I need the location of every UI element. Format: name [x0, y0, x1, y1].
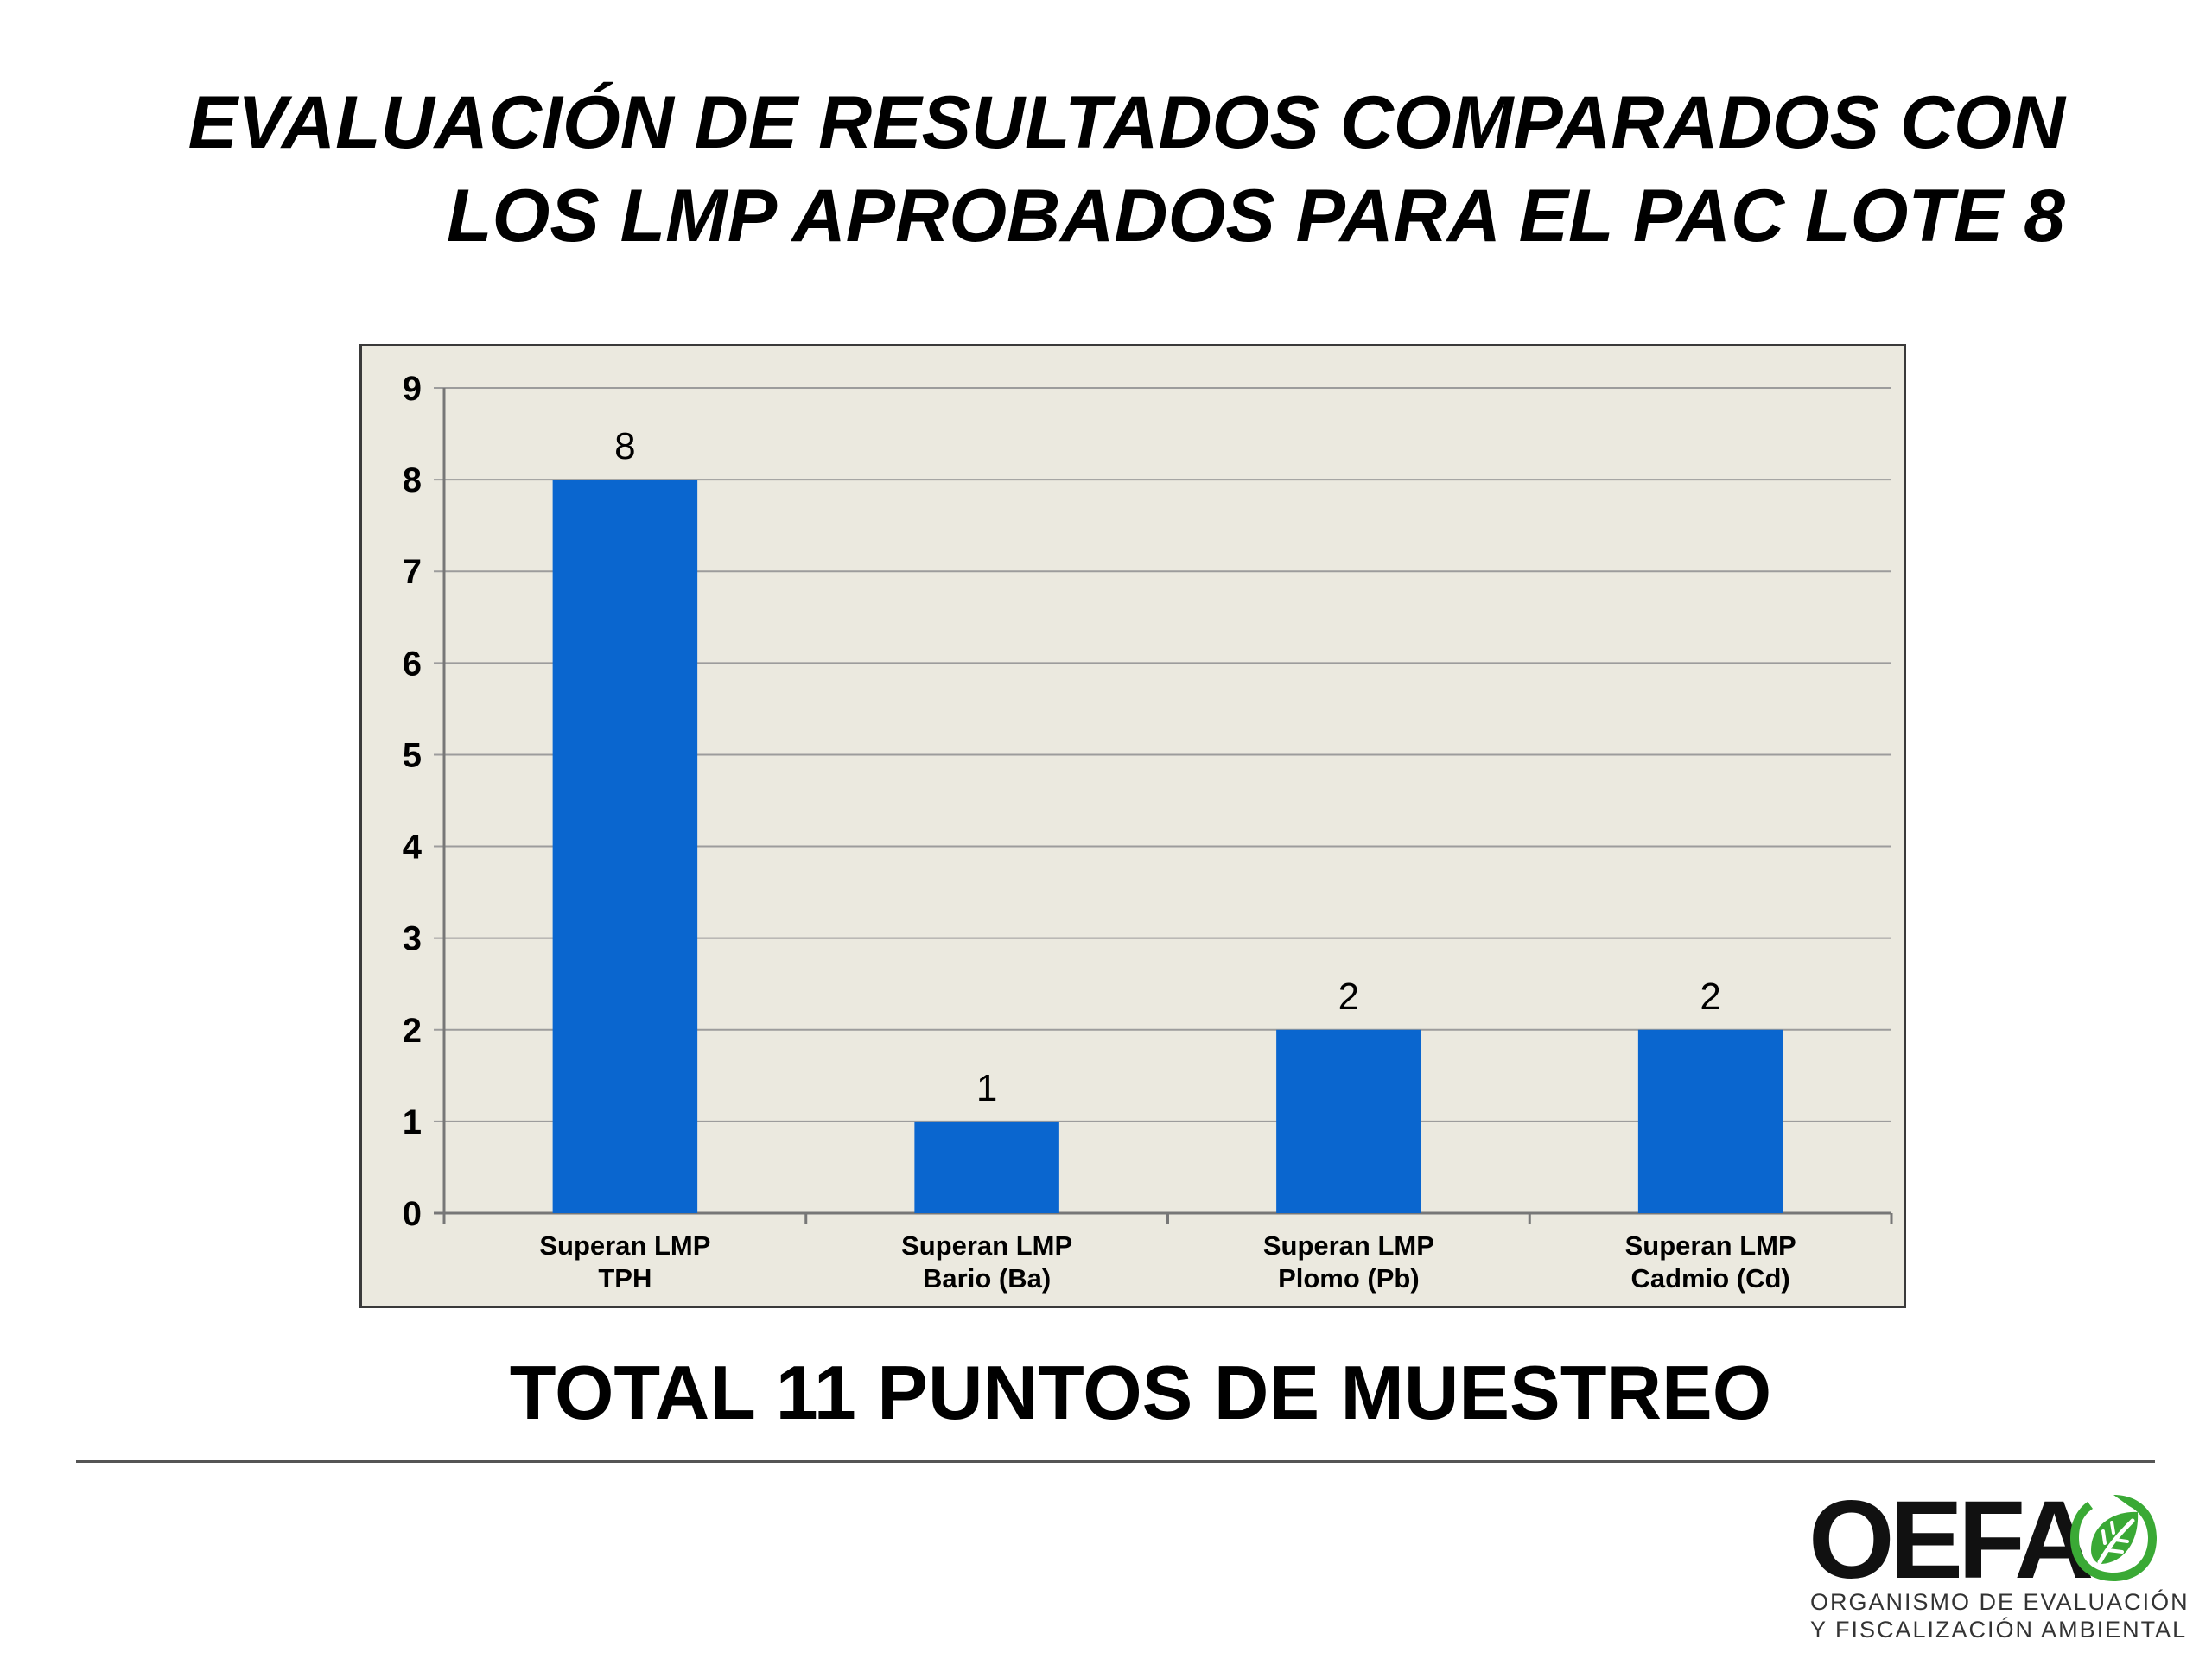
y-tick-label: 5: [403, 736, 422, 774]
y-tick-label: 0: [403, 1195, 422, 1233]
y-tick-label: 3: [403, 920, 422, 958]
bar: [1276, 1029, 1421, 1213]
bar-chart: 0 1 2 3 4 5 6 7 8 9 8 Superan LMP TPH 1 Superan LMP Bar…: [359, 344, 1906, 1308]
x-category-label-line: Bario (Ba): [923, 1263, 1051, 1294]
bar: [552, 480, 698, 1213]
logo-caption: ORGANISMO DE EVALUACIÓN Y FISCALIZACIÓN …: [1810, 1588, 2190, 1643]
logo-caption-line-2: Y FISCALIZACIÓN AMBIENTAL: [1810, 1617, 2188, 1643]
x-category-label: Superan LMP Cadmio (Cd): [1625, 1230, 1796, 1294]
bar-data-label: 8: [614, 425, 635, 467]
leaf-icon: [2070, 1495, 2157, 1581]
bar-data-label: 2: [1338, 976, 1359, 1018]
x-category-label: Superan LMP Bario (Ba): [901, 1230, 1072, 1294]
bar-data-label: 2: [1700, 976, 1720, 1018]
slide-title-line-1: EVALUACIÓN DE RESULTADOS COMPARADOS CON: [188, 81, 2065, 164]
x-category-label-line: Superan LMP: [1263, 1230, 1434, 1261]
logo-caption-line-1: ORGANISMO DE EVALUACIÓN: [1810, 1589, 2190, 1615]
y-tick-label: 9: [403, 370, 422, 408]
x-category-label-line: Superan LMP: [539, 1230, 710, 1261]
logo-wordmark: OEFA: [1808, 1478, 2094, 1602]
y-tick-label: 7: [403, 553, 422, 591]
oefa-logo: OEFA ORGANISMO DE EVALUACIÓN Y FISCALIZA…: [1802, 1478, 2188, 1649]
x-category-label-line: Cadmio (Cd): [1630, 1263, 1789, 1294]
sampling-total-text: TOTAL 11 PUNTOS DE MUESTREO: [509, 1350, 1772, 1435]
x-category-label: Superan LMP TPH: [539, 1230, 710, 1294]
y-tick-label: 8: [403, 461, 422, 499]
y-tick-label: 4: [403, 829, 423, 867]
bar-data-label: 1: [976, 1067, 997, 1109]
bar: [1637, 1029, 1783, 1213]
y-tick-label: 1: [403, 1103, 422, 1141]
x-category-label-line: TPH: [598, 1263, 652, 1294]
x-category-label: Superan LMP Plomo (Pb): [1263, 1230, 1434, 1294]
x-category-label-line: Superan LMP: [1625, 1230, 1796, 1261]
slide-title-line-2: LOS LMP APROBADOS PARA EL PAC LOTE 8: [446, 175, 2065, 257]
y-tick-label: 6: [403, 645, 422, 683]
y-tick-label: 2: [403, 1012, 422, 1050]
footer-divider: [76, 1460, 2155, 1463]
slide-title: EVALUACIÓN DE RESULTADOS COMPARADOS CON …: [156, 76, 2065, 263]
x-category-label-line: Plomo (Pb): [1278, 1263, 1420, 1294]
x-category-label-line: Superan LMP: [901, 1230, 1072, 1261]
bar: [914, 1121, 1059, 1213]
